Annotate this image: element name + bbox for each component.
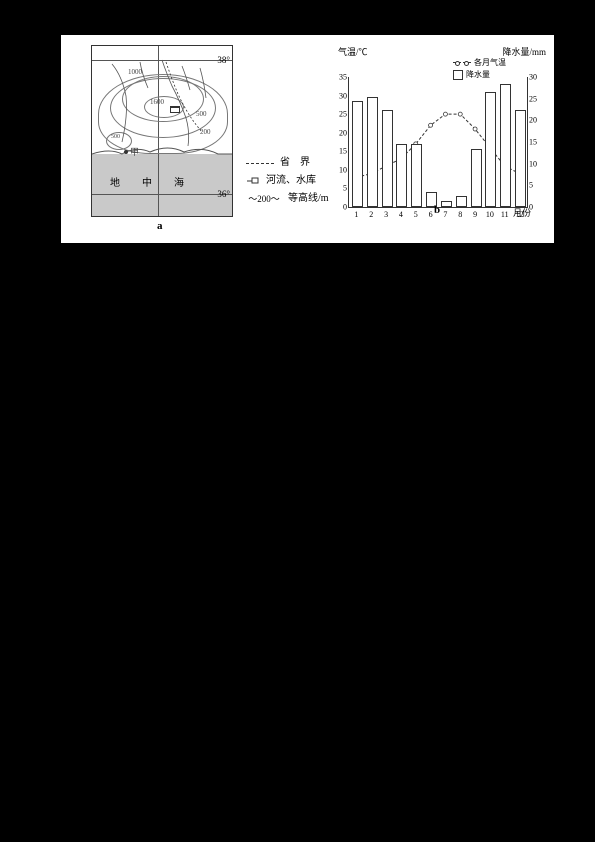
legend-border-label: 省 界 [280, 155, 310, 171]
chart-legend-temp-label: 各月气温 [474, 57, 506, 68]
precip-bar [485, 92, 496, 207]
ytick-right: 15 [529, 138, 543, 147]
legend-border: 省 界 [246, 155, 329, 171]
ytick-left: 25 [333, 110, 347, 119]
ytick-right: 20 [529, 116, 543, 125]
precip-bar [515, 110, 526, 207]
right-axis-title: 降水量/mm [502, 45, 546, 58]
xtick: 8 [458, 210, 462, 219]
chart-legend-temp: 各月气温 [453, 57, 506, 68]
ytick-right: 10 [529, 159, 543, 168]
xtick: 2 [369, 210, 373, 219]
legend-dash-icon [246, 163, 274, 164]
ytick-left: 10 [333, 165, 347, 174]
legend-river-label: 河流、水库 [266, 173, 316, 189]
sea-label: 地 中 海 [110, 174, 190, 189]
precip-bar [471, 149, 482, 207]
ytick-right: 25 [529, 94, 543, 103]
xtick: 3 [384, 210, 388, 219]
xtick: 9 [473, 210, 477, 219]
ytick-left: 30 [333, 91, 347, 100]
xtick: 1 [354, 210, 358, 219]
city-dot [124, 150, 128, 154]
reservoir-icon [170, 106, 180, 113]
precip-bar [352, 101, 363, 207]
xtick: 10 [486, 210, 494, 219]
ytick-right: 30 [529, 73, 543, 82]
precip-bar [441, 201, 452, 207]
map-legend: 省 界 河流、水库 ～200～ 等高线/m [246, 155, 329, 209]
chart-panel: 气温/℃ 降水量/mm 各月气温 降水量 月份 0510152025303505… [326, 47, 546, 222]
precip-bar [411, 144, 422, 207]
legend-dam-icon [246, 176, 260, 186]
xtick: 7 [443, 210, 447, 219]
precip-bar [382, 110, 393, 207]
left-axis-title: 气温/℃ [338, 45, 368, 58]
legend-contour-sample: ～200～ [246, 191, 282, 207]
ytick-left: 35 [333, 73, 347, 82]
ytick-right: 0 [529, 203, 543, 212]
ytick-left: 20 [333, 128, 347, 137]
xtick: 5 [414, 210, 418, 219]
ytick-left: 15 [333, 147, 347, 156]
temp-line-icon [453, 62, 471, 63]
xtick: 4 [399, 210, 403, 219]
precip-bar [396, 144, 407, 207]
xtick: 12 [516, 210, 524, 219]
rivers-svg [92, 46, 232, 216]
chart-plot-area: 月份 0510152025303505101520253012345678910… [348, 77, 528, 208]
ytick-left: 5 [333, 184, 347, 193]
map-label-a: a [157, 220, 163, 232]
precip-bar [456, 196, 467, 207]
legend-contour: ～200～ 等高线/m [246, 191, 329, 207]
chart-label-b: b [434, 204, 440, 216]
xtick: 11 [501, 210, 509, 219]
figure-container: 38° 36° 4°W 200 500 1000 1600 500 [60, 34, 555, 244]
precip-bar [367, 97, 378, 207]
legend-river: 河流、水库 [246, 173, 329, 189]
xtick: 6 [429, 210, 433, 219]
legend-contour-label: 等高线/m [288, 191, 329, 207]
ytick-left: 0 [333, 203, 347, 212]
map-panel: 38° 36° 4°W 200 500 1000 1600 500 [91, 45, 233, 217]
precip-bar [500, 84, 511, 207]
city-label: 甲 [130, 145, 139, 158]
ytick-right: 5 [529, 181, 543, 190]
